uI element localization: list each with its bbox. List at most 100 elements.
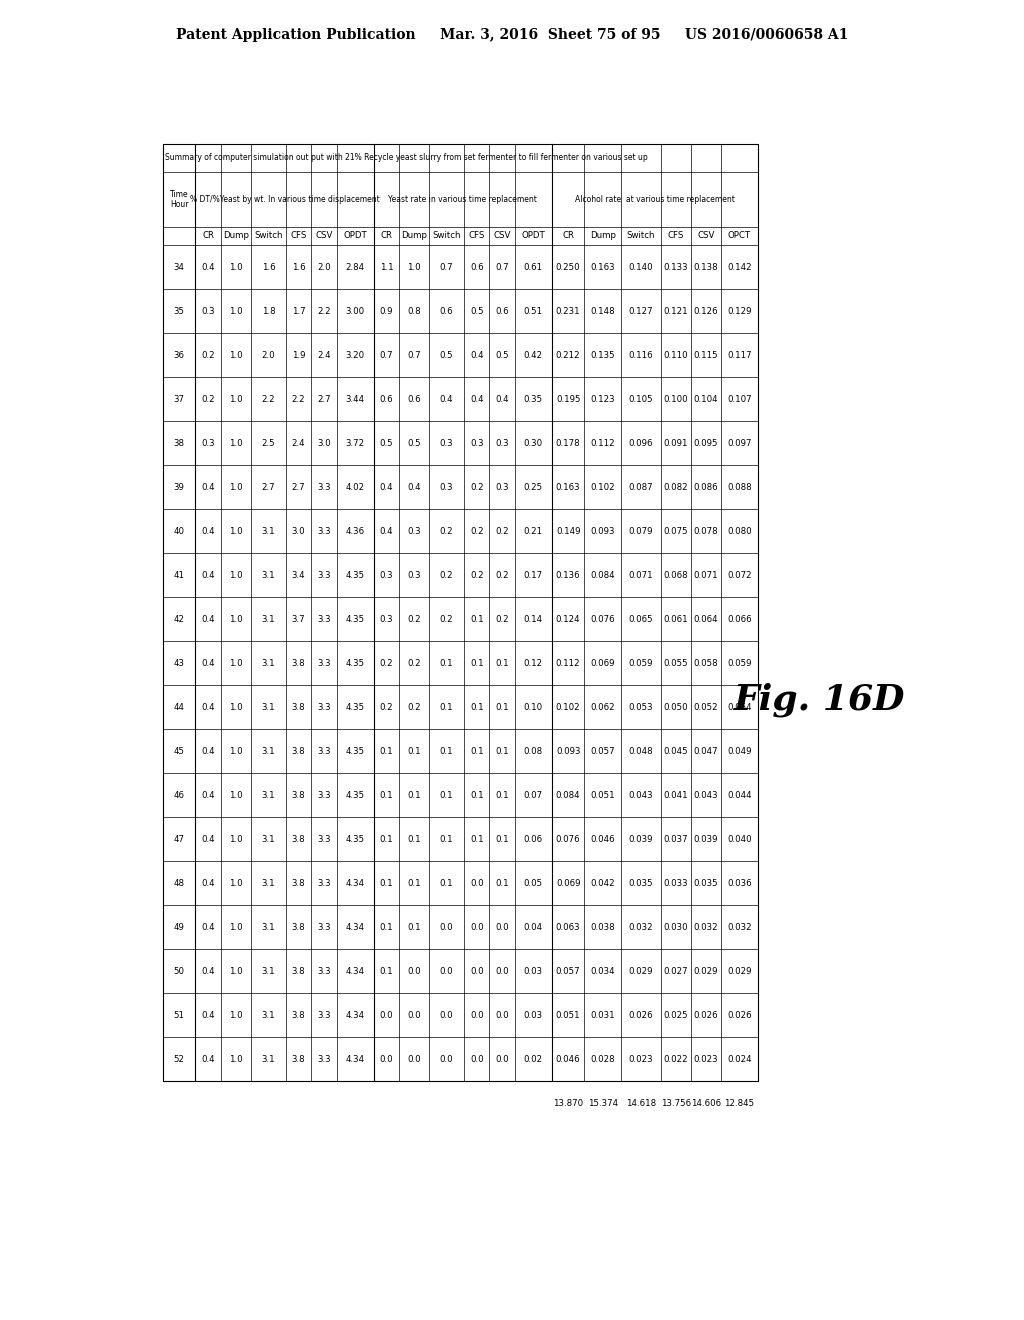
Text: 2.4: 2.4 xyxy=(292,438,305,447)
Text: 0.2: 0.2 xyxy=(202,395,215,404)
Text: 0.2: 0.2 xyxy=(439,570,454,579)
Text: 0.040: 0.040 xyxy=(727,834,752,843)
Text: 0.133: 0.133 xyxy=(664,263,688,272)
Text: 0.4: 0.4 xyxy=(202,702,215,711)
Text: 2.7: 2.7 xyxy=(317,395,331,404)
Text: 3.3: 3.3 xyxy=(317,923,331,932)
Text: 0.08: 0.08 xyxy=(524,747,543,755)
Text: 0.107: 0.107 xyxy=(727,395,752,404)
Text: 3.8: 3.8 xyxy=(292,1011,305,1019)
Text: 0.1: 0.1 xyxy=(408,834,421,843)
Text: 3.72: 3.72 xyxy=(345,438,365,447)
Text: 0.127: 0.127 xyxy=(629,306,653,315)
Text: 44: 44 xyxy=(174,702,184,711)
Text: 0.030: 0.030 xyxy=(664,923,688,932)
Text: 0.105: 0.105 xyxy=(629,395,653,404)
Text: CFS: CFS xyxy=(469,231,485,240)
Text: 1.7: 1.7 xyxy=(292,306,305,315)
Text: 0.12: 0.12 xyxy=(524,659,543,668)
Text: Alcohol rate  at various time replacement: Alcohol rate at various time replacement xyxy=(575,195,735,205)
Text: Fig. 16D: Fig. 16D xyxy=(734,682,906,717)
Text: 0.069: 0.069 xyxy=(591,659,615,668)
Text: 0.1: 0.1 xyxy=(408,747,421,755)
Text: 0.4: 0.4 xyxy=(496,395,509,404)
Text: 0.06: 0.06 xyxy=(524,834,543,843)
Text: 0.21: 0.21 xyxy=(524,527,543,536)
Text: 3.1: 3.1 xyxy=(261,923,275,932)
Text: 0.3: 0.3 xyxy=(202,306,215,315)
Text: 4.35: 4.35 xyxy=(345,659,365,668)
Text: 0.071: 0.071 xyxy=(693,570,718,579)
Text: Switch: Switch xyxy=(432,231,461,240)
Text: 47: 47 xyxy=(174,834,184,843)
Text: 0.0: 0.0 xyxy=(439,1055,454,1064)
Text: 0.149: 0.149 xyxy=(556,527,581,536)
Bar xyxy=(163,144,758,1081)
Text: 0.041: 0.041 xyxy=(664,791,688,800)
Text: 1.0: 1.0 xyxy=(229,395,243,404)
Text: OPDT: OPDT xyxy=(343,231,367,240)
Text: CFS: CFS xyxy=(668,231,684,240)
Text: 3.3: 3.3 xyxy=(317,659,331,668)
Text: CSV: CSV xyxy=(315,231,333,240)
Text: 3.1: 3.1 xyxy=(261,879,275,887)
Text: 0.0: 0.0 xyxy=(408,1055,421,1064)
Text: 36: 36 xyxy=(174,351,184,359)
Text: 0.4: 0.4 xyxy=(408,483,421,491)
Text: 0.2: 0.2 xyxy=(470,570,483,579)
Text: 0.063: 0.063 xyxy=(556,923,581,932)
Text: CSV: CSV xyxy=(697,231,715,240)
Text: 4.36: 4.36 xyxy=(345,527,365,536)
Text: 0.02: 0.02 xyxy=(524,1055,543,1064)
Text: 4.35: 4.35 xyxy=(345,834,365,843)
Text: 0.032: 0.032 xyxy=(693,923,718,932)
Text: 0.1: 0.1 xyxy=(439,659,454,668)
Text: 0.212: 0.212 xyxy=(556,351,581,359)
Text: 0.148: 0.148 xyxy=(591,306,615,315)
Text: 0.112: 0.112 xyxy=(556,659,581,668)
Text: 0.025: 0.025 xyxy=(664,1011,688,1019)
Text: 4.34: 4.34 xyxy=(345,966,365,975)
Text: 3.0: 3.0 xyxy=(317,438,331,447)
Text: 0.1: 0.1 xyxy=(380,966,393,975)
Text: 0.4: 0.4 xyxy=(439,395,454,404)
Text: 0.068: 0.068 xyxy=(664,570,688,579)
Text: 0.61: 0.61 xyxy=(524,263,543,272)
Text: 0.1: 0.1 xyxy=(470,659,483,668)
Text: 3.44: 3.44 xyxy=(345,395,365,404)
Text: 2.2: 2.2 xyxy=(261,395,275,404)
Text: 0.087: 0.087 xyxy=(629,483,653,491)
Text: 0.102: 0.102 xyxy=(591,483,615,491)
Text: 0.078: 0.078 xyxy=(693,527,718,536)
Text: 40: 40 xyxy=(174,527,184,536)
Text: 4.34: 4.34 xyxy=(345,879,365,887)
Text: 0.0: 0.0 xyxy=(439,1011,454,1019)
Text: 0.4: 0.4 xyxy=(202,1011,215,1019)
Text: 1.0: 1.0 xyxy=(229,791,243,800)
Text: CSV: CSV xyxy=(494,231,511,240)
Text: 0.0: 0.0 xyxy=(408,1011,421,1019)
Text: 0.17: 0.17 xyxy=(524,570,543,579)
Text: 35: 35 xyxy=(174,306,184,315)
Text: 1.0: 1.0 xyxy=(229,615,243,623)
Text: 4.34: 4.34 xyxy=(345,923,365,932)
Text: 1.0: 1.0 xyxy=(229,1055,243,1064)
Text: 2.2: 2.2 xyxy=(292,395,305,404)
Text: 14.606: 14.606 xyxy=(691,1098,721,1107)
Text: 2.5: 2.5 xyxy=(261,438,275,447)
Text: 0.0: 0.0 xyxy=(380,1011,393,1019)
Text: 0.1: 0.1 xyxy=(496,659,509,668)
Text: CR: CR xyxy=(562,231,574,240)
Text: 2.2: 2.2 xyxy=(317,306,331,315)
Text: 4.35: 4.35 xyxy=(345,615,365,623)
Text: 0.195: 0.195 xyxy=(556,395,581,404)
Text: 1.1: 1.1 xyxy=(380,263,393,272)
Text: Dump: Dump xyxy=(401,231,427,240)
Text: 0.3: 0.3 xyxy=(202,438,215,447)
Text: 1.0: 1.0 xyxy=(229,351,243,359)
Text: 0.075: 0.075 xyxy=(664,527,688,536)
Text: 0.5: 0.5 xyxy=(496,351,509,359)
Text: 0.7: 0.7 xyxy=(496,263,509,272)
Text: 0.51: 0.51 xyxy=(524,306,543,315)
Text: 0.3: 0.3 xyxy=(496,483,509,491)
